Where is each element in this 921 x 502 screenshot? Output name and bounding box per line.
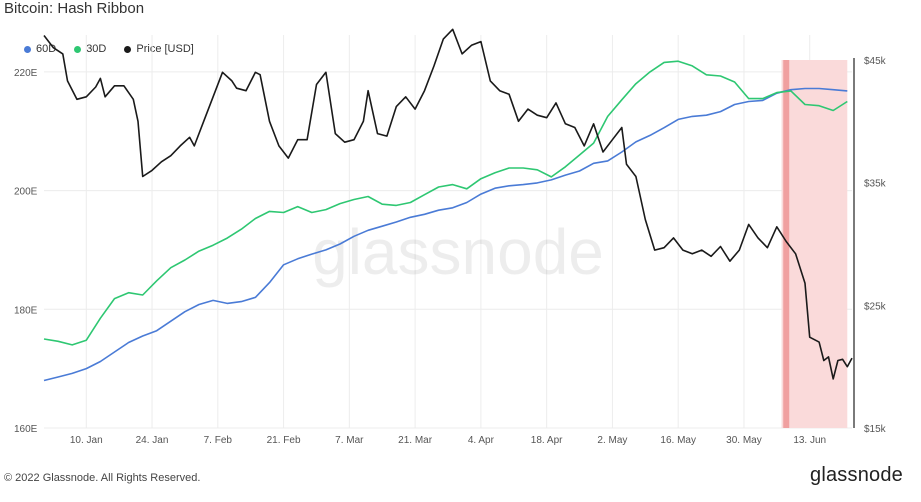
capitulation-marker xyxy=(783,60,790,428)
legend-dot-30d xyxy=(74,45,82,53)
x-tick-label: 16. May xyxy=(660,435,696,446)
x-tick-label: 18. Apr xyxy=(531,435,563,446)
x-tick-label: 21. Feb xyxy=(267,435,301,446)
chart-title: Bitcoin: Hash Ribbon xyxy=(4,0,145,17)
x-tick-label: 30. May xyxy=(726,435,762,446)
x-tick-label: 13. Jun xyxy=(793,435,826,446)
y-left-tick-label: 200E xyxy=(14,187,38,198)
x-tick-label: 7. Mar xyxy=(335,435,364,446)
legend-item-30d[interactable]: 30D xyxy=(74,43,106,55)
legend-item-price[interactable]: Price [USD] xyxy=(124,43,194,55)
x-tick-label: 10. Jan xyxy=(70,435,103,446)
legend-dot-60d xyxy=(24,45,31,53)
series-line-60d xyxy=(43,87,848,382)
y-left-tick-label: 160E xyxy=(14,424,38,435)
y-left-tick-label: 220E xyxy=(14,68,38,79)
x-tick-label: 21. Mar xyxy=(398,435,433,446)
brand-logo: glassnode xyxy=(810,464,903,486)
legend-dot-price xyxy=(124,45,132,53)
y-right-tick-label: $35k xyxy=(864,179,887,190)
watermark: glassnode xyxy=(312,216,604,288)
legend: 60D 30D Price [USD] xyxy=(24,43,194,55)
x-tick-label: 24. Jan xyxy=(136,435,169,446)
y-right-tick-label: $25k xyxy=(864,301,887,312)
y-right-tick-label: $45k xyxy=(864,56,887,67)
x-tick-label: 4. Apr xyxy=(468,435,495,446)
x-tick-label: 2. May xyxy=(597,435,627,446)
copyright-text: © 2022 Glassnode. All Rights Reserved. xyxy=(4,472,201,484)
y-left-tick-label: 180E xyxy=(14,305,38,316)
series-line-30d xyxy=(43,60,848,346)
legend-label-30d: 30D xyxy=(86,43,107,55)
y-right-tick-label: $15k xyxy=(864,424,887,435)
price-line xyxy=(43,28,853,380)
x-tick-label: 7. Feb xyxy=(204,435,233,446)
capitulation-band xyxy=(781,60,848,428)
legend-label-price: Price [USD] xyxy=(136,43,194,55)
